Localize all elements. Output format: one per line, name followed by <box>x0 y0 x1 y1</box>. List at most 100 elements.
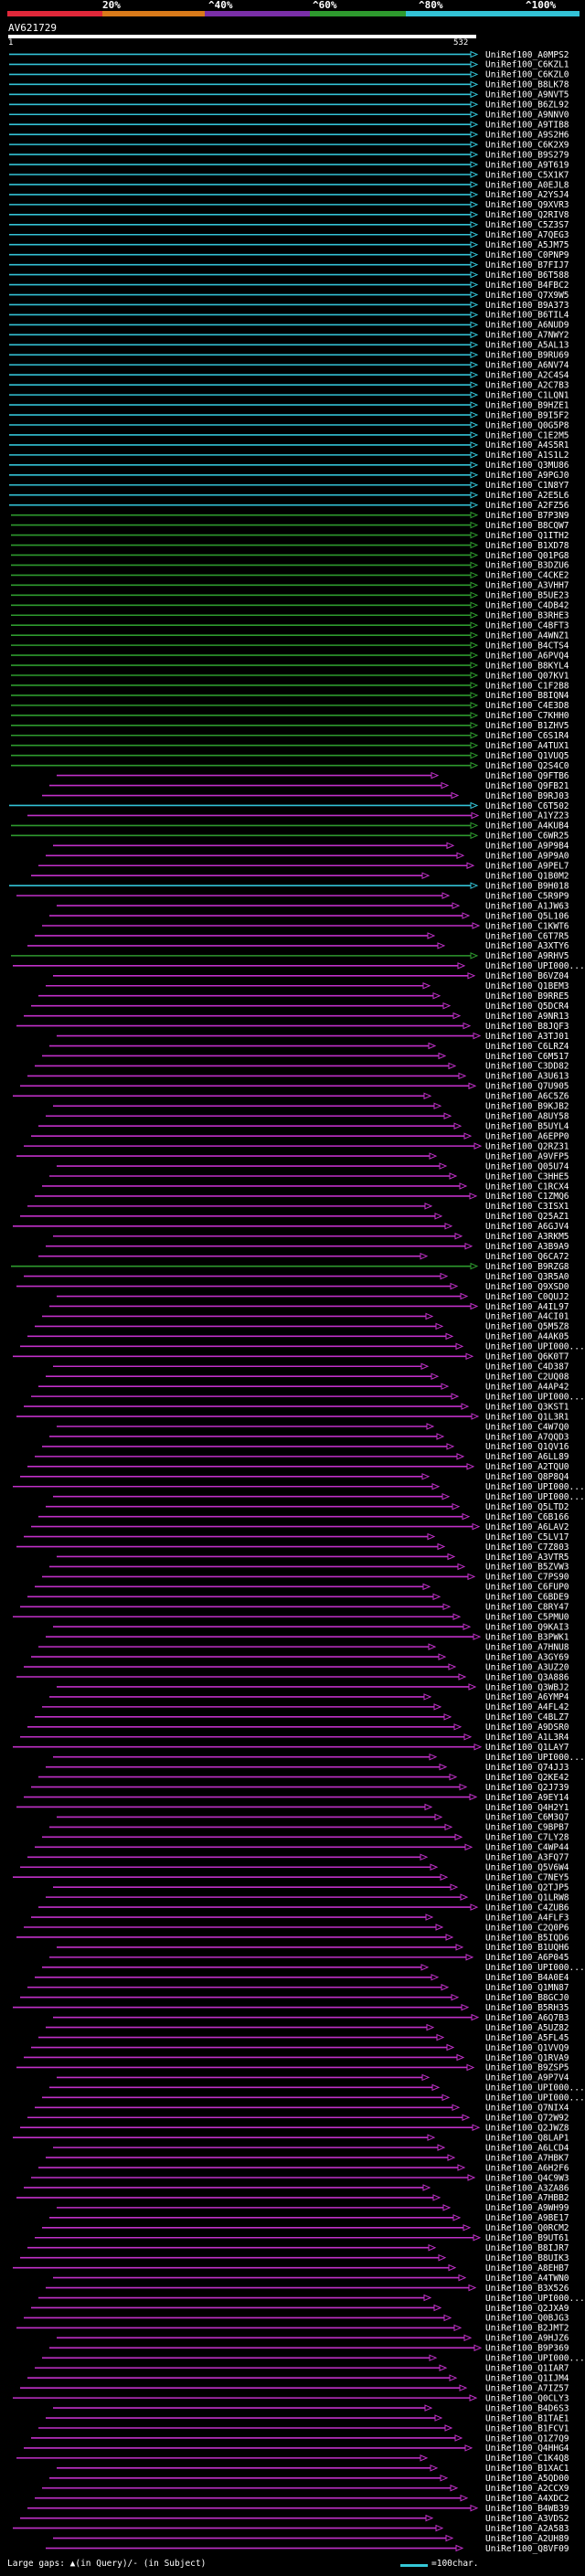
hit-label[interactable]: UniRef100_Q9FTB6 <box>485 771 569 781</box>
hit-label[interactable]: UniRef100_Q0BJG3 <box>485 2314 569 2324</box>
hit-label[interactable]: UniRef100_B9P369 <box>485 2344 569 2354</box>
hit-label[interactable]: UniRef100_C4CKE2 <box>485 571 569 581</box>
hit-label[interactable]: UniRef100_UPI000... <box>485 2083 585 2094</box>
hit-label[interactable]: UniRef100_A9EY14 <box>485 1793 569 1803</box>
hit-label[interactable]: UniRef100_Q4HHG4 <box>485 2443 569 2454</box>
hit-label[interactable]: UniRef100_C7NEY5 <box>485 1873 569 1883</box>
hit-label[interactable]: UniRef100_A6LL89 <box>485 1452 569 1462</box>
hit-label[interactable]: UniRef100_B8GCJ0 <box>485 1993 569 2003</box>
hit-label[interactable]: UniRef100_A9RHV5 <box>485 951 569 961</box>
hit-label[interactable]: UniRef100_A6YMP4 <box>485 1692 569 1702</box>
hit-label[interactable]: UniRef100_A4FLF3 <box>485 1913 569 1923</box>
hit-label[interactable]: UniRef100_A4AK05 <box>485 1332 569 1342</box>
hit-label[interactable]: UniRef100_B8LK78 <box>485 80 569 90</box>
hit-label[interactable]: UniRef100_A6NUD9 <box>485 321 569 331</box>
hit-label[interactable]: UniRef100_Q2JXA9 <box>485 2304 569 2314</box>
hit-label[interactable]: UniRef100_A9S2H6 <box>485 130 569 140</box>
hit-label[interactable]: UniRef100_C4E3D8 <box>485 701 569 711</box>
hit-label[interactable]: UniRef100_A7NWY2 <box>485 331 569 341</box>
hit-label[interactable]: UniRef100_A2UH89 <box>485 2534 569 2544</box>
hit-label[interactable]: UniRef100_B7FIJ7 <box>485 260 569 270</box>
hit-label[interactable]: UniRef100_B6VZ04 <box>485 971 569 981</box>
hit-label[interactable]: UniRef100_A1JW63 <box>485 901 569 911</box>
hit-label[interactable]: UniRef100_A9BE17 <box>485 2213 569 2223</box>
hit-label[interactable]: UniRef100_C1RCX4 <box>485 1182 569 1192</box>
hit-label[interactable]: UniRef100_C0QUJ2 <box>485 1292 569 1302</box>
hit-label[interactable]: UniRef100_A6LCD4 <box>485 2143 569 2153</box>
hit-label[interactable]: UniRef100_C4BLZ7 <box>485 1712 569 1723</box>
hit-label[interactable]: UniRef100_Q2J739 <box>485 1783 569 1793</box>
hit-label[interactable]: UniRef100_B8IJR7 <box>485 2243 569 2253</box>
hit-label[interactable]: UniRef100_A3GY69 <box>485 1652 569 1662</box>
hit-label[interactable]: UniRef100_C7LY28 <box>485 1833 569 1843</box>
hit-label[interactable]: UniRef100_B9RRE5 <box>485 991 569 1002</box>
hit-label[interactable]: UniRef100_A9NVT5 <box>485 90 569 101</box>
hit-label[interactable]: UniRef100_Q25AZ1 <box>485 1212 569 1222</box>
hit-label[interactable]: UniRef100_C6FUP0 <box>485 1583 569 1593</box>
hit-label[interactable]: UniRef100_C3DD82 <box>485 1062 569 1072</box>
hit-label[interactable]: UniRef100_A7QEG3 <box>485 230 569 240</box>
hit-label[interactable]: UniRef100_B5RH35 <box>485 2003 569 2013</box>
hit-label[interactable]: UniRef100_A3TJ01 <box>485 1032 569 1042</box>
hit-label[interactable]: UniRef100_Q6CA72 <box>485 1252 569 1262</box>
hit-label[interactable]: UniRef100_UPI000... <box>485 1342 585 1352</box>
hit-label[interactable]: UniRef100_Q7X9W5 <box>485 291 569 301</box>
hit-label[interactable]: UniRef100_B4A0E4 <box>485 1973 569 1983</box>
hit-label[interactable]: UniRef100_C4WP44 <box>485 1843 569 1853</box>
hit-label[interactable]: UniRef100_C6T502 <box>485 801 569 811</box>
hit-label[interactable]: UniRef100_Q4H2Y1 <box>485 1803 569 1813</box>
hit-label[interactable]: UniRef100_A4FL42 <box>485 1702 569 1712</box>
hit-label[interactable]: UniRef100_A3FQ77 <box>485 1853 569 1863</box>
hit-label[interactable]: UniRef100_B9HZE1 <box>485 400 569 410</box>
hit-label[interactable]: UniRef100_Q0RCM2 <box>485 2223 569 2233</box>
hit-label[interactable]: UniRef100_B3PWK1 <box>485 1632 569 1642</box>
hit-label[interactable]: UniRef100_A9T619 <box>485 160 569 170</box>
hit-label[interactable]: UniRef100_A4XDC2 <box>485 2494 569 2504</box>
hit-label[interactable]: UniRef100_Q9KAI3 <box>485 1623 569 1633</box>
hit-label[interactable]: UniRef100_B5ZVW3 <box>485 1563 569 1573</box>
hit-label[interactable]: UniRef100_A5QD00 <box>485 2474 569 2484</box>
hit-label[interactable]: UniRef100_Q2TJP5 <box>485 1882 569 1892</box>
hit-label[interactable]: UniRef100_A2E5L6 <box>485 491 569 501</box>
hit-label[interactable]: UniRef100_Q1MN87 <box>485 1983 569 1993</box>
hit-label[interactable]: UniRef100_Q5V6W4 <box>485 1863 569 1873</box>
hit-label[interactable]: UniRef100_Q7U905 <box>485 1082 569 1092</box>
hit-label[interactable]: UniRef100_B1TAE1 <box>485 2413 569 2423</box>
hit-label[interactable]: UniRef100_Q74JJ3 <box>485 1763 569 1773</box>
hit-label[interactable]: UniRef100_C7Z803 <box>485 1542 569 1553</box>
hit-label[interactable]: UniRef100_A9PGJ0 <box>485 471 569 481</box>
hit-label[interactable]: UniRef100_C1K4Q8 <box>485 2454 569 2464</box>
hit-label[interactable]: UniRef100_A4KUB4 <box>485 822 569 832</box>
hit-label[interactable]: UniRef100_A3VDS2 <box>485 2514 569 2524</box>
hit-label[interactable]: UniRef100_A8EHB7 <box>485 2263 569 2274</box>
hit-label[interactable]: UniRef100_A6P045 <box>485 1953 569 1963</box>
hit-label[interactable]: UniRef100_Q3R5A0 <box>485 1272 569 1282</box>
hit-label[interactable]: UniRef100_Q9XVR3 <box>485 200 569 210</box>
hit-label[interactable]: UniRef100_A9NNV0 <box>485 111 569 121</box>
hit-label[interactable]: UniRef100_A2C4S4 <box>485 371 569 381</box>
hit-label[interactable]: UniRef100_Q2RIV8 <box>485 210 569 220</box>
hit-label[interactable]: UniRef100_B9RU69 <box>485 351 569 361</box>
hit-label[interactable]: UniRef100_C4D387 <box>485 1362 569 1373</box>
hit-label[interactable]: UniRef100_C4BFT3 <box>485 621 569 631</box>
hit-label[interactable]: UniRef100_A5UZ82 <box>485 2023 569 2033</box>
hit-label[interactable]: UniRef100_A5JM75 <box>485 240 569 250</box>
hit-label[interactable]: UniRef100_A7HNU8 <box>485 1642 569 1652</box>
hit-label[interactable]: UniRef100_UPI000... <box>485 1492 585 1502</box>
hit-label[interactable]: UniRef100_C6KZL1 <box>485 60 569 70</box>
hit-label[interactable]: UniRef100_C2UQ08 <box>485 1373 569 1383</box>
hit-label[interactable]: UniRef100_A8UY58 <box>485 1112 569 1122</box>
hit-label[interactable]: UniRef100_Q1LAY7 <box>485 1743 569 1753</box>
hit-label[interactable]: UniRef100_C1LQN1 <box>485 390 569 400</box>
hit-label[interactable]: UniRef100_B9UT61 <box>485 2233 569 2243</box>
hit-label[interactable]: UniRef100_A9NR13 <box>485 1012 569 1022</box>
hit-label[interactable]: UniRef100_Q5LTD2 <box>485 1502 569 1512</box>
hit-label[interactable]: UniRef100_A6PVQ4 <box>485 651 569 661</box>
hit-label[interactable]: UniRef100_Q1ITH2 <box>485 531 569 541</box>
hit-label[interactable]: UniRef100_B8CQW7 <box>485 521 569 531</box>
hit-label[interactable]: UniRef100_Q2S4C0 <box>485 761 569 771</box>
hit-label[interactable]: UniRef100_A2YSJ4 <box>485 190 569 200</box>
hit-label[interactable]: UniRef100_A4TWN0 <box>485 2274 569 2284</box>
hit-label[interactable]: UniRef100_A6C5Z6 <box>485 1092 569 1102</box>
hit-label[interactable]: UniRef100_B3DZU6 <box>485 561 569 571</box>
